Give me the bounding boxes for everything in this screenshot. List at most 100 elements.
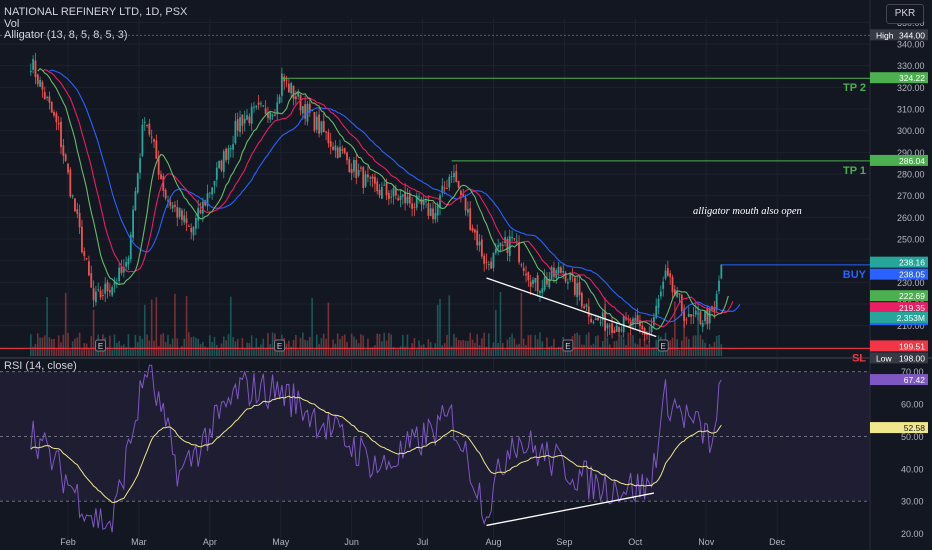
currency-button[interactable]: PKR [886,4,924,24]
price-tick: 270.00 [897,191,925,201]
candle-body [136,173,139,193]
candle-body [34,60,37,77]
volume-bar [704,342,706,356]
earnings-label: E [98,342,103,351]
price-label-value: 324.22 [899,73,925,83]
volume-bar [243,349,246,356]
volume-bar [255,338,258,356]
candle-body [643,328,646,335]
volume-bar [295,334,297,356]
candle-body [439,195,441,208]
candle-body [401,194,404,197]
volume-bar [557,346,560,356]
volume-bar [481,338,483,356]
date-tick: Dec [769,537,786,547]
volume-bar [520,292,523,356]
volume-bar [469,332,472,356]
annotation-text: alligator mouth also open [693,206,802,217]
volume-bar [125,347,127,356]
volume-bar [388,333,390,356]
volume-bar [57,335,60,356]
volume-bar [348,348,351,356]
candle-body [715,293,718,310]
volume-bar [446,334,448,356]
candle-body [194,218,197,229]
candle-body [313,112,316,131]
candle-body [32,58,35,70]
volume-bar [367,338,369,356]
candle-body [434,213,437,220]
candle-body [604,311,606,331]
price-tick: 310.00 [897,105,925,115]
candle-body [587,306,590,317]
candle-body [448,176,451,188]
volume-bar [74,338,76,356]
candle-body [243,118,246,124]
candle-body [683,309,686,321]
candle-body [376,181,379,192]
price-label-box [870,302,928,314]
candle-body [39,79,41,87]
candle-body [48,96,51,103]
price-label-value: 219.35 [899,303,925,313]
candle-body [267,112,269,119]
candle-body [229,148,232,150]
volume-bar [485,346,488,356]
volume-bar [683,307,685,356]
volume-bar [69,349,72,356]
volume-bar [360,334,362,356]
volume-bar [46,297,48,356]
candle-body [494,249,497,253]
volume-bar [160,334,162,356]
candle-body [374,176,376,184]
candle-body [473,229,476,233]
candle-body [490,261,493,269]
volume-bar [641,346,644,356]
candle-body [164,189,167,199]
candle-body [576,283,579,298]
candle-body [541,288,544,293]
candle-body [176,207,179,218]
volume-bar [474,342,476,356]
price-tick: 340.00 [897,40,925,50]
price-label-value: 199.51 [899,341,925,351]
volume-bar [113,334,116,356]
volume-bar [495,309,497,356]
price-label-box [870,268,928,280]
volume-bar [506,339,509,356]
volume-bar [511,333,513,356]
candle-body [422,200,425,205]
candle-body [60,121,62,148]
candle-body [269,112,272,120]
volume-bar [397,349,399,356]
volume-bar [650,348,653,356]
candle-body [157,156,160,175]
volume-bar [239,349,241,356]
volume-bar [178,349,181,356]
volume-bar [139,335,141,356]
candle-body [253,106,255,108]
volume-bar [132,348,134,356]
candle-body [250,106,253,124]
candle-body [529,281,532,287]
volume-bar [599,347,602,356]
candle-body [301,106,304,114]
volume-bar [448,295,451,356]
candle-body [227,148,230,160]
candle-body [387,192,390,200]
candle-body [134,191,137,211]
volume-bar [439,298,441,356]
volume-bar [88,349,90,356]
candle-body [206,193,209,207]
volume-bar [369,348,372,356]
candle-body [197,207,200,221]
candle-body [641,325,644,330]
volume-bar [171,338,174,356]
volume-bar [499,292,502,356]
candle-body [369,177,372,179]
candle-body [255,105,258,108]
candle-body [550,266,553,280]
candle-body [299,94,302,111]
volume-bar [30,334,32,356]
